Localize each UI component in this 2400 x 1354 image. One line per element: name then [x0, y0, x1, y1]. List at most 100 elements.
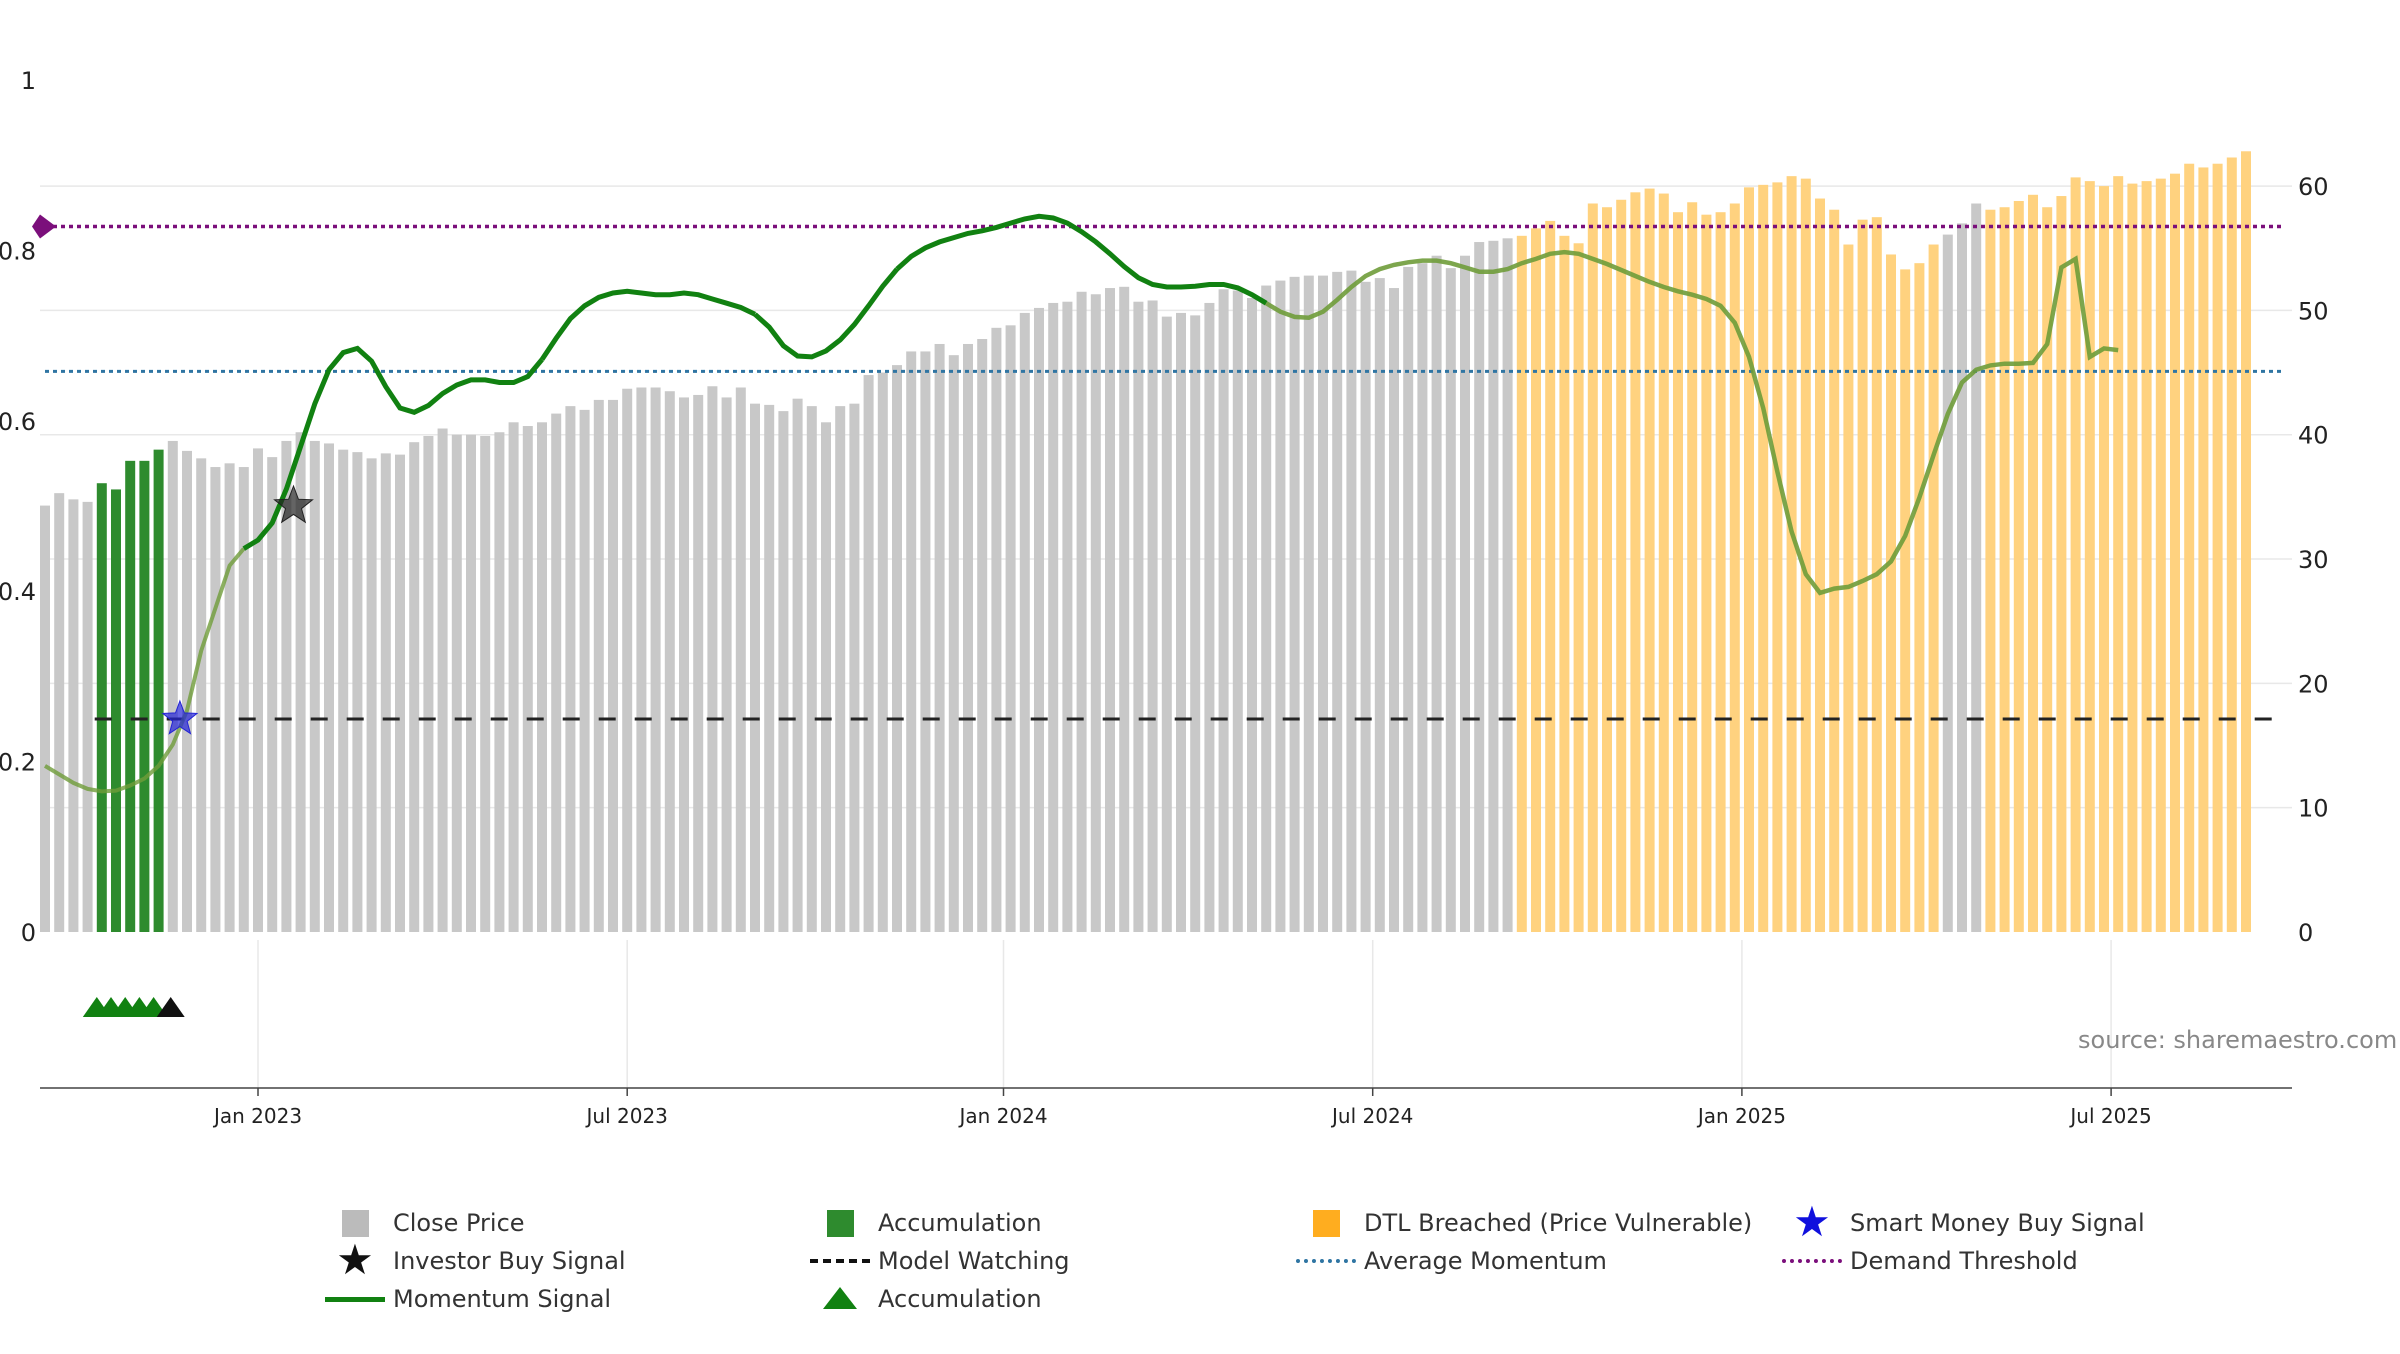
right-tick-label: 0: [2298, 919, 2313, 947]
left-tick-label: 1: [21, 67, 36, 95]
axes: 0 10 20 30 40 50 60 0 0.2 0.4 0.6 0.8 1 Jan 2023 Jul 2…: [0, 67, 2329, 1128]
close-price-bar: [579, 409, 590, 932]
momentum-line-faded: [1265, 249, 2119, 596]
dtl-breached-bar: [2226, 157, 2237, 932]
close-price-bar: [1204, 302, 1215, 932]
triangle-icon: [810, 1281, 870, 1317]
dtl-breached-bar: [1815, 198, 1825, 932]
close-price-bar: [196, 458, 207, 932]
dtl-breached-bar: [2155, 178, 2166, 932]
dtl-breached-bar: [2241, 151, 2251, 932]
close-price-bar: [1105, 288, 1115, 933]
close-price-bar: [167, 440, 178, 932]
close-price-bars: [40, 151, 2251, 933]
close-price-bar: [1417, 263, 1428, 932]
close-price-bar: [835, 406, 846, 932]
dtl-breached-bar: [1701, 214, 1712, 932]
close-price-bar: [778, 411, 789, 932]
close-price-bar: [1048, 302, 1059, 932]
close-price-bar: [352, 452, 363, 932]
close-price-bar: [1062, 301, 1073, 932]
dtl-breached-bar: [2113, 176, 2124, 932]
dtl-breached-bar: [1900, 269, 1911, 932]
close-price-bar: [82, 501, 93, 932]
close-price-bar: [324, 443, 334, 932]
close-price-bar: [934, 343, 945, 933]
close-price-bar: [948, 355, 959, 932]
close-price-bar: [991, 327, 1002, 932]
accumulation-triangle-black: [156, 997, 185, 1017]
close-price-bar: [1019, 312, 1030, 932]
accumulation-bar: [96, 483, 107, 932]
close-price-bar: [551, 413, 562, 932]
close-price-bar: [466, 434, 476, 932]
close-price-bar: [863, 375, 874, 933]
close-price-bar: [849, 403, 860, 932]
dtl-breached-bar: [1744, 187, 1754, 932]
legend-item: Average Momentum: [1296, 1243, 1607, 1279]
right-tick-label: 60: [2298, 173, 2329, 201]
close-price-bar: [650, 387, 661, 932]
close-price-bar: [906, 351, 917, 932]
close-price-bar: [1957, 223, 1967, 933]
legend-item: Momentum Signal: [325, 1281, 611, 1317]
close-price-bar: [267, 457, 278, 932]
close-price-bar: [764, 404, 775, 932]
legend-item: Accumulation: [810, 1205, 1042, 1241]
x-tick-label: Jul 2023: [585, 1104, 668, 1128]
close-price-bar: [593, 399, 604, 932]
close-price-bar: [537, 422, 547, 932]
dtl-breached-bar: [1559, 235, 1570, 933]
dtl-breached-bar: [1602, 207, 1612, 933]
legend-label: DTL Breached (Price Vulnerable): [1364, 1209, 1753, 1237]
dtl-breached-bar: [1829, 209, 1840, 932]
close-price-bar: [1190, 315, 1201, 932]
dtl-breached-bar: [1999, 207, 2010, 933]
accumulation-bar: [125, 460, 136, 932]
close-price-bar: [380, 453, 391, 932]
close-price-bar: [295, 432, 306, 932]
left-tick-label: 0.2: [0, 749, 36, 777]
source-label: source: sharemaestro.com: [2078, 1026, 2398, 1054]
close-price-bar: [1303, 275, 1314, 932]
left-tick-label: 0.6: [0, 408, 36, 436]
dtl-breached-bar: [1658, 193, 1669, 932]
legend-item: Model Watching: [810, 1243, 1070, 1279]
line-icon: [1782, 1243, 1842, 1279]
close-price-bar: [1176, 312, 1186, 932]
dtl-breached-bar: [1857, 219, 1868, 932]
dtl-breached-bar: [1587, 203, 1598, 933]
dtl-breached-bar: [1886, 254, 1896, 932]
close-price-bar: [806, 406, 817, 932]
square-icon: [1296, 1205, 1356, 1241]
close-price-bar: [1942, 234, 1953, 933]
close-price-bar: [920, 351, 931, 932]
x-tick-label: Jan 2023: [212, 1104, 302, 1128]
dtl-breached-bar: [2184, 163, 2195, 933]
close-price-bar: [1232, 290, 1243, 933]
right-tick-label: 10: [2298, 795, 2329, 823]
dtl-breached-bar: [1531, 228, 1541, 933]
close-price-bar: [750, 403, 760, 932]
close-price-bar: [281, 440, 292, 932]
close-price-bar: [309, 440, 320, 932]
close-price-bar: [1133, 301, 1144, 932]
dtl-breached-bar: [2212, 163, 2223, 933]
legend-label: Investor Buy Signal: [393, 1247, 626, 1275]
close-price-bar: [1161, 316, 1172, 932]
dtl-breached-bar: [2170, 173, 2180, 932]
x-tick-label: Jul 2024: [1330, 1104, 1413, 1128]
dtl-breached-bar: [2056, 196, 2067, 933]
dtl-breached-bar: [2070, 177, 2081, 932]
accumulation-bar: [139, 460, 150, 932]
close-price-bar: [1076, 291, 1087, 932]
close-price-bar: [1147, 300, 1158, 933]
dtl-breached-bar: [2028, 194, 2038, 932]
dtl-breached-bar: [1758, 184, 1769, 932]
close-price-bar: [721, 397, 732, 933]
close-price-bar: [608, 399, 618, 932]
dtl-breached-bar: [1616, 199, 1627, 932]
left-tick-label: 0.4: [0, 578, 36, 606]
close-price-bar: [522, 426, 533, 932]
close-price-bar: [664, 391, 675, 932]
